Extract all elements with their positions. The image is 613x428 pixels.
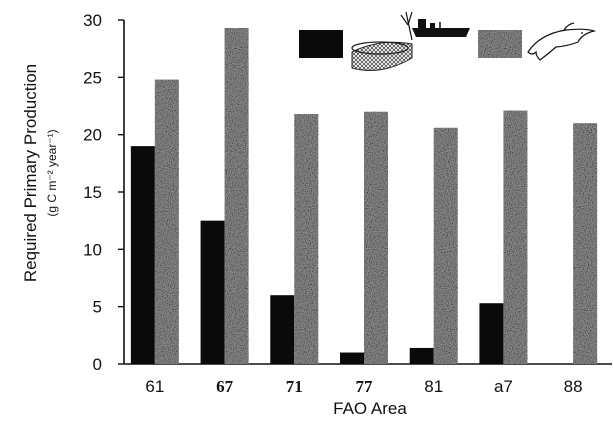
bars-group [130, 28, 598, 365]
y-axis-title: Required Primary Production (g C m⁻² yea… [21, 64, 59, 282]
x-tick-label: 71 [286, 377, 303, 396]
y-tick-label: 15 [83, 183, 102, 202]
bar-series2-a7 [503, 110, 528, 364]
bar-series2-67 [224, 28, 249, 364]
y-tick-label: 0 [93, 355, 102, 374]
x-axis-label: FAO Area [333, 399, 407, 418]
bar-series2-81 [433, 127, 458, 364]
x-tick-label: a7 [494, 377, 513, 396]
bar-series2-77 [364, 111, 388, 364]
y-axis-units: (g C m⁻² year⁻¹) [45, 129, 59, 216]
y-tick-label: 5 [93, 298, 102, 317]
bar-series1-61 [130, 146, 155, 364]
bar-series1-71 [270, 295, 295, 364]
y-axis-ticks: 0 5 10 15 20 25 30 [83, 11, 124, 374]
bar-series2-88 [573, 123, 598, 364]
y-tick-label: 30 [83, 11, 102, 30]
y-tick-label: 20 [83, 126, 102, 145]
y-axis-label: Required Primary Production [21, 64, 40, 282]
legend [299, 11, 597, 71]
x-axis-ticks: 61 67 71 77 81 a7 88 [145, 377, 582, 396]
bar-series1-a7 [479, 303, 504, 364]
dolphin-icon [527, 22, 597, 61]
bar-series1-77 [340, 352, 364, 364]
legend-swatch-series1 [299, 30, 343, 58]
legend-swatch-series2 [478, 30, 522, 58]
bar-series1-81 [409, 347, 434, 364]
x-tick-label: 88 [564, 377, 583, 396]
y-tick-label: 25 [83, 68, 102, 87]
fishing-vessel-net-icon [351, 11, 470, 71]
x-tick-label: 77 [356, 377, 374, 396]
bar-series2-61 [154, 79, 179, 365]
bar-series1-67 [200, 220, 225, 364]
y-tick-label: 10 [83, 240, 102, 259]
x-tick-label: 61 [145, 377, 164, 396]
x-tick-label: 81 [424, 377, 443, 396]
bar-series2-71 [294, 114, 319, 364]
x-tick-label: 67 [216, 377, 234, 396]
